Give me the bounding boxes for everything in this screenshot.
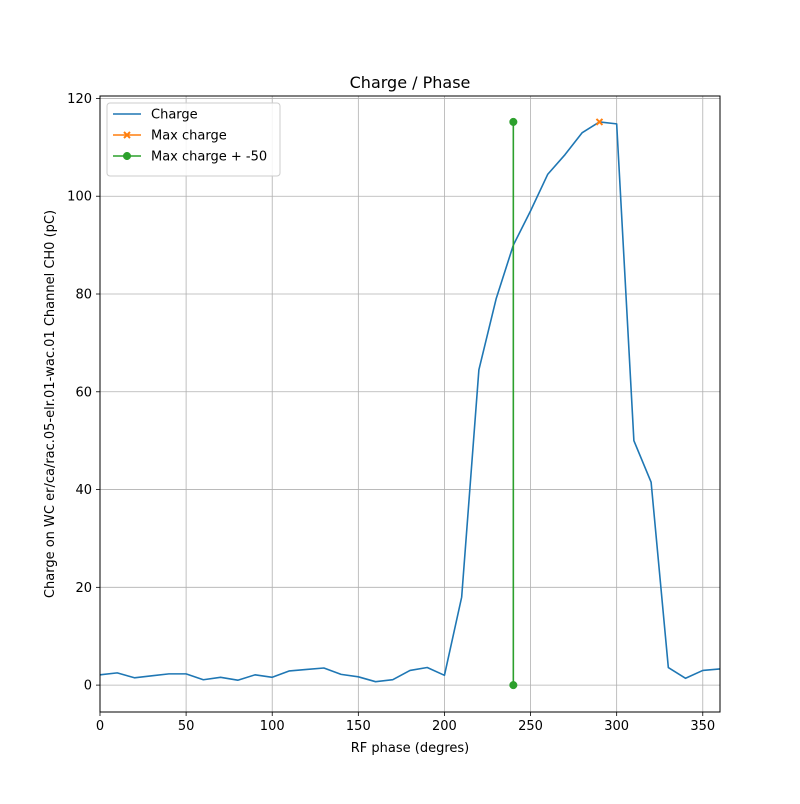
series-max-charge-50	[509, 117, 518, 690]
grid	[99, 96, 720, 712]
plot-frame	[99, 95, 721, 713]
chart-title: Charge / Phase	[350, 73, 471, 92]
legend-marker	[122, 151, 132, 161]
series-line-charge	[99, 121, 721, 683]
x-tick-label: 150	[346, 719, 371, 734]
y-tick-label: 20	[75, 581, 92, 596]
x-tick-label: 350	[690, 719, 715, 734]
legend-box	[106, 102, 281, 177]
data-point-max-charge-50	[509, 681, 518, 690]
legend-label: Max charge + -50	[151, 150, 267, 165]
legend-label: Max charge	[151, 129, 227, 144]
data-point-max-charge	[595, 118, 604, 126]
y-tick-label: 60	[75, 385, 92, 400]
x-axis-label: RF phase (degres)	[351, 741, 469, 756]
series-max-charge	[595, 118, 604, 126]
y-tick-label: 40	[75, 483, 92, 498]
x-tick-label: 50	[178, 719, 195, 734]
x-tick-label: 100	[260, 719, 285, 734]
series-layer	[99, 117, 721, 690]
x-tick-label: 200	[432, 719, 457, 734]
legend-entry: Charge	[113, 108, 198, 123]
legend: Charge Max charge Max charge + -50	[106, 102, 281, 177]
y-axis-label: Charge on WC er/ca/rac.05-elr.01-wac.01 …	[43, 210, 58, 598]
y-tick-label: 80	[75, 288, 92, 303]
ticks: 0 50 100 150 200 250 300 350 0 20 40 60 80 100 120	[67, 92, 715, 734]
legend-entry: Max charge	[113, 129, 227, 144]
y-tick-label: 120	[67, 92, 92, 107]
y-tick-label: 0	[84, 679, 92, 694]
x-tick-label: 300	[604, 719, 629, 734]
y-tick-label: 100	[67, 190, 92, 205]
data-point-max-charge-50	[509, 117, 518, 126]
x-tick-label: 250	[518, 719, 543, 734]
x-tick-label: 0	[96, 719, 104, 734]
legend-marker	[123, 131, 131, 139]
series-charge	[99, 121, 721, 683]
legend-label: Charge	[151, 108, 198, 123]
legend-entry: Max charge + -50	[113, 150, 267, 165]
